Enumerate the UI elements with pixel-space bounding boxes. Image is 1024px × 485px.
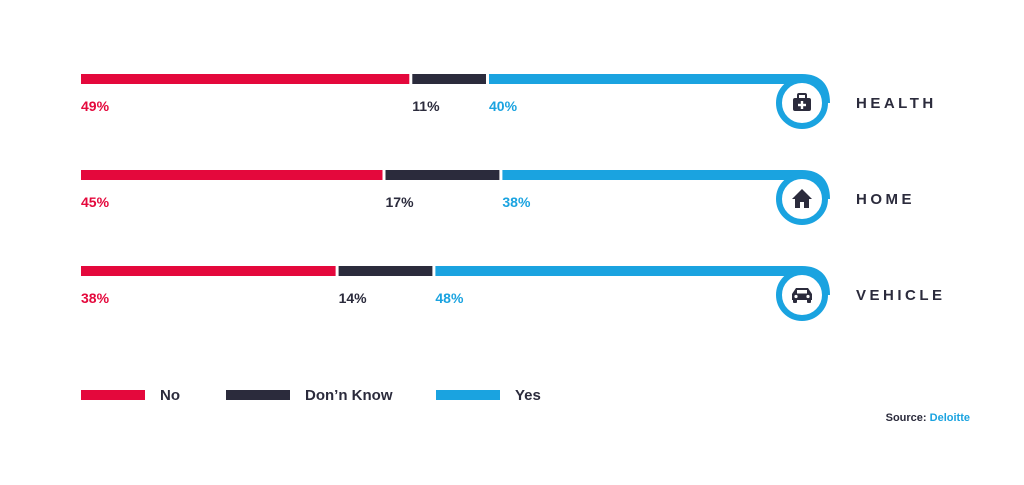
legend-label-no: No <box>160 387 180 404</box>
chart-rows: 49% 11% 40% HEALTH 45% 17% 38% HOME 38% 14% 48% VEH… <box>81 74 946 321</box>
legend-swatch-no <box>81 390 145 400</box>
category-label-vehicle: VEHICLE <box>856 287 946 304</box>
value-label-yes-vehicle: 48% <box>435 290 464 306</box>
car-icon <box>792 288 812 303</box>
chart-row-health: 49% 11% 40% HEALTH <box>81 74 937 129</box>
legend-label-yes: Yes <box>515 387 541 404</box>
legend-item-don-n-know: Don’n Know <box>226 387 393 404</box>
bar-yes-home <box>502 170 802 180</box>
chart-row-home: 45% 17% 38% HOME <box>81 170 915 225</box>
legend-item-yes: Yes <box>436 387 541 404</box>
medical-kit-icon <box>793 93 811 111</box>
value-label-yes-home: 38% <box>502 194 531 210</box>
value-label-yes-health: 40% <box>489 98 518 114</box>
legend: No Don’n Know Yes <box>81 387 541 404</box>
bar-yes-vehicle <box>435 266 802 276</box>
value-label-no-home: 45% <box>81 194 110 210</box>
legend-item-no: No <box>81 387 180 404</box>
value-label-no-vehicle: 38% <box>81 290 110 306</box>
bar-yes-health <box>489 74 802 84</box>
bar-don-n-know-health <box>412 74 486 84</box>
value-label-don-n-know-health: 11% <box>412 98 440 114</box>
source-label: Source: <box>885 412 927 424</box>
category-label-home: HOME <box>856 191 915 208</box>
bar-no-home <box>81 170 383 180</box>
bar-no-vehicle <box>81 266 336 276</box>
legend-swatch-yes <box>436 390 500 400</box>
value-label-don-n-know-home: 17% <box>386 194 415 210</box>
value-label-don-n-know-vehicle: 14% <box>339 290 368 306</box>
source-value: Deloitte <box>929 412 970 424</box>
value-label-no-health: 49% <box>81 98 110 114</box>
bar-don-n-know-vehicle <box>338 266 433 276</box>
legend-swatch-don-n-know <box>226 390 290 400</box>
source-note: Source: Deloitte <box>886 412 970 424</box>
legend-label-don-n-know: Don’n Know <box>305 387 393 404</box>
bar-no-health <box>81 74 410 84</box>
bar-don-n-know-home <box>385 170 500 180</box>
house-icon <box>792 189 812 208</box>
chart-row-vehicle: 38% 14% 48% VEHICLE <box>81 266 946 321</box>
category-label-health: HEALTH <box>856 95 937 112</box>
